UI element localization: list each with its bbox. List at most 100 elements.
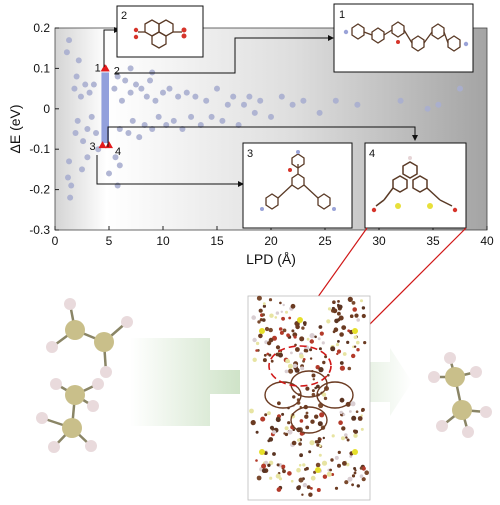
scatter-point xyxy=(125,130,132,137)
framework-atom xyxy=(255,430,259,434)
framework-atom xyxy=(337,311,341,316)
framework-atom xyxy=(305,386,310,391)
framework-atom xyxy=(305,425,310,430)
framework-atom xyxy=(341,426,346,431)
scatter-point xyxy=(235,121,242,128)
framework-atom xyxy=(359,474,364,479)
structure-inset-4: 4 xyxy=(364,142,467,229)
framework-atom xyxy=(309,348,313,352)
framework-atom xyxy=(301,326,305,330)
highlight-band xyxy=(101,72,109,144)
framework-atom xyxy=(339,365,345,371)
framework-atom xyxy=(339,332,344,337)
scatter-point xyxy=(116,162,123,169)
framework-atom xyxy=(360,414,363,417)
framework-atom xyxy=(309,333,315,339)
sulfur-atom xyxy=(259,449,265,455)
scatter-point xyxy=(251,109,258,116)
framework-atom xyxy=(324,355,328,359)
scatter-point xyxy=(80,138,87,145)
framework-atom xyxy=(269,313,274,318)
structure-inset-3: 3 xyxy=(242,142,353,229)
y-axis-title: ΔE (eV) xyxy=(7,104,23,153)
framework-atom xyxy=(349,454,353,458)
scatter-point xyxy=(88,113,95,120)
scatter-point xyxy=(122,77,129,84)
framework-atom xyxy=(315,462,321,468)
framework-atom xyxy=(290,303,296,309)
framework-atom xyxy=(322,436,325,440)
scatter-point xyxy=(74,117,81,124)
scatter-point xyxy=(84,126,91,132)
framework-atom xyxy=(255,349,258,352)
framework-atom xyxy=(353,471,357,475)
framework-atom xyxy=(351,415,357,421)
framework-atom xyxy=(355,410,359,414)
framework-atom xyxy=(361,466,366,471)
framework-atom xyxy=(270,359,274,363)
framework-atom xyxy=(318,453,322,457)
scatter-point xyxy=(166,85,173,92)
y-tick-label: 0.1 xyxy=(33,61,50,75)
framework-atom xyxy=(322,474,328,479)
highlighted-point-label-1: 1 xyxy=(95,62,101,74)
framework-atom xyxy=(301,493,304,496)
framework-atom xyxy=(295,347,300,352)
scatter-point xyxy=(86,89,93,96)
framework-atom xyxy=(286,333,290,338)
x-tick-label: 40 xyxy=(480,234,494,248)
y-tick-label: -0.3 xyxy=(29,223,50,237)
framework-atom xyxy=(262,313,265,317)
framework-atom xyxy=(310,419,315,424)
framework-atom xyxy=(353,433,358,438)
scatter-point xyxy=(332,97,339,104)
framework-atom xyxy=(316,443,320,447)
framework-atom xyxy=(351,353,356,359)
framework-atom xyxy=(262,304,266,308)
framework-atom xyxy=(322,360,326,365)
framework-atom xyxy=(319,331,324,336)
framework-atom xyxy=(329,468,332,472)
framework-atom xyxy=(314,386,318,390)
scatter-point xyxy=(316,109,323,116)
structure-inset-1: 1 xyxy=(333,3,474,73)
y-tick-label: 0.2 xyxy=(33,21,50,35)
framework-atom xyxy=(296,485,301,491)
molecule-lower-left xyxy=(36,378,104,453)
inset-label-2: 2 xyxy=(121,10,127,22)
framework-atom xyxy=(341,325,347,330)
framework-atom xyxy=(251,315,256,320)
framework-atom xyxy=(278,327,283,331)
framework-atom xyxy=(305,411,309,415)
framework-atom xyxy=(275,473,281,479)
inset-label-4: 4 xyxy=(369,148,375,160)
framework-atom xyxy=(267,463,271,467)
scatter-point xyxy=(435,101,442,108)
framework-atom xyxy=(361,306,366,310)
framework-atom xyxy=(305,466,309,471)
framework-atom xyxy=(345,436,348,439)
scatter-point xyxy=(457,85,463,92)
structure-inset-2: 2 xyxy=(116,5,204,58)
framework-atom xyxy=(332,300,336,305)
scatter-point xyxy=(224,101,231,108)
framework-atom xyxy=(267,341,272,346)
scatter-point xyxy=(424,105,431,112)
framework-atom xyxy=(294,367,300,373)
framework-atom xyxy=(302,358,306,361)
framework-atom xyxy=(276,463,280,467)
framework-atom xyxy=(282,328,287,333)
framework-atom xyxy=(252,337,257,343)
framework-atom xyxy=(291,440,297,446)
x-axis-title: LPD (Å) xyxy=(246,251,296,267)
framework-atom xyxy=(302,463,306,467)
scatter-point xyxy=(66,37,73,44)
x-tick-label: 20 xyxy=(264,234,278,248)
framework-atom xyxy=(327,373,330,377)
framework-atom xyxy=(337,300,340,303)
scatter-point xyxy=(138,85,145,92)
framework-atom xyxy=(298,442,302,446)
framework-atom xyxy=(354,431,357,434)
framework-atom xyxy=(354,313,359,318)
